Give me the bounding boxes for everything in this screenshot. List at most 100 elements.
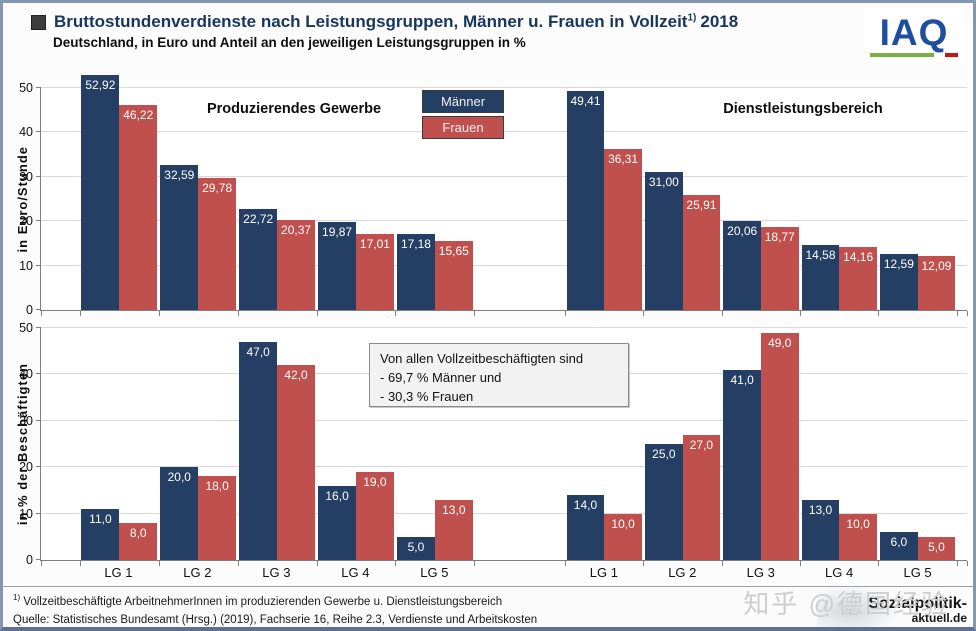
x-tick	[565, 311, 567, 316]
bar-value-label: 29,78	[202, 180, 233, 195]
bar-maenner: 31,00	[645, 172, 683, 310]
bar-value-label: 12,09	[921, 259, 952, 274]
x-tick	[721, 561, 723, 566]
bar-value-label: 49,0	[768, 335, 792, 350]
legend-item-maenner: Männer	[422, 90, 504, 113]
y-tick	[36, 419, 41, 421]
x-tick	[237, 311, 239, 316]
iaq-logo-underline-icon	[870, 53, 958, 57]
y-tick	[36, 309, 41, 310]
x-axis-label: LG 4	[341, 565, 370, 580]
title-footnote-marker: 1)	[687, 12, 697, 24]
page-title: Bruttostundenverdienste nach Leistungsgr…	[54, 12, 738, 32]
bar-frauen: 14,16	[839, 247, 877, 310]
bar-value-label: 12,59	[883, 257, 914, 272]
sozialpolitik-logo: Sozialpolitik- aktuell.de	[817, 587, 967, 627]
y-tick-label: 50	[19, 81, 33, 95]
category-lg-2: 31,00 25,91	[643, 88, 721, 310]
y-tick	[36, 87, 41, 88]
x-tick	[316, 311, 318, 316]
bar-frauen: 49,0	[760, 332, 799, 560]
bar-maenner: 13,0	[801, 499, 840, 560]
category-lg-5: 5,0 13,0	[395, 328, 474, 560]
bar-value-label: 14,58	[805, 248, 836, 263]
y-tick	[36, 466, 41, 468]
bar-maenner: 11,0	[81, 508, 120, 560]
bar-frauen: 8,0	[119, 522, 158, 560]
bar-value-label: 11,0	[89, 511, 112, 526]
bar-value-label: 42,0	[284, 368, 308, 383]
y-axis-title-bottom-wrap: in % der Beschäftigten	[11, 328, 33, 560]
category-lg-3: 22,72 20,37	[238, 88, 317, 310]
bar-maenner: 17,18	[397, 233, 435, 310]
y-tick-label: 50	[19, 321, 33, 335]
x-tick	[79, 561, 81, 566]
y-tick	[36, 220, 41, 222]
x-tick	[565, 561, 567, 566]
gridline	[41, 220, 967, 222]
bar-frauen: 15,65	[434, 240, 473, 310]
bar-frauen: 29,78	[198, 177, 237, 310]
bar-frauen: 18,77	[760, 226, 799, 310]
gridline	[41, 131, 967, 133]
y-tick	[36, 264, 41, 266]
x-axis-label: LG 5	[903, 565, 932, 580]
y-tick-label: 0	[26, 303, 33, 317]
bar-value-label: 20,0	[167, 470, 191, 485]
bar-value-label: 25,0	[652, 447, 676, 461]
bar-frauen: 46,22	[119, 104, 158, 310]
x-label-section: LG 1 LG 2 LG 3 LG 4 LG 5	[79, 565, 474, 580]
iaq-logo: IAQ	[864, 8, 964, 63]
y-tick-label: 30	[19, 169, 33, 184]
bar-value-label: 10,0	[611, 516, 635, 531]
bar-value-label: 6,0	[890, 535, 908, 550]
bar-maenner: 47,0	[239, 341, 278, 560]
bar-frauen: 5,0	[917, 536, 956, 560]
bar-frauen: 25,91	[682, 194, 721, 310]
x-tick	[474, 561, 476, 566]
bar-value-label: 22,72	[243, 212, 274, 227]
gridline	[41, 466, 967, 468]
bar-frauen: 13,0	[434, 499, 473, 560]
x-tick	[800, 561, 802, 566]
x-tick	[474, 311, 476, 316]
y-tick-label: 10	[19, 258, 33, 273]
y-axis-title-bottom: in % der Beschäftigten	[14, 362, 30, 526]
bar-value-label: 13,0	[808, 502, 833, 517]
x-tick	[956, 561, 958, 566]
gridline	[41, 512, 967, 514]
category-lg-4: 16,0 19,0	[317, 328, 396, 560]
bar-maenner: 14,0	[566, 495, 605, 560]
bar-value-label: 46,22	[123, 107, 154, 122]
bar-frauen: 27,0	[682, 434, 721, 560]
bar-value-label: 31,00	[648, 175, 679, 190]
bar-value-label: 18,0	[205, 479, 229, 494]
bar-maenner: 6,0	[880, 532, 918, 560]
x-axis-label: LG 1	[104, 565, 133, 580]
gridline	[41, 175, 967, 177]
x-tick	[158, 311, 160, 316]
footer: 1) Vollzeitbeschäftigte ArbeitnehmerInne…	[3, 586, 973, 627]
bar-value-label: 14,16	[843, 250, 874, 265]
x-tick	[878, 311, 880, 316]
y-tick-label: 40	[19, 125, 33, 140]
y-tick-label: 30	[19, 413, 33, 428]
x-tick	[956, 311, 958, 316]
x-tick	[878, 561, 880, 566]
header: Bruttostundenverdienste nach Leistungsgr…	[31, 12, 738, 32]
bar-value-label: 5,0	[928, 539, 945, 554]
chart-subtitle: Deutschland, in Euro und Anteil an den j…	[53, 35, 526, 50]
y-axis-title-top-wrap: in Euro/Stunde	[11, 88, 33, 310]
annotation-box: Von allen Vollzeitbeschäftigten sind - 6…	[369, 343, 629, 407]
category-lg-1: 11,0 8,0	[80, 328, 159, 560]
section-produzierendes-gewerbe: 11,0 8,0 20,0 18,0 47,0 42,0 16,0 19,0 5,0 13,0	[79, 328, 476, 566]
category-lg-3: 47,0 42,0	[238, 328, 317, 560]
bar-value-label: 17,01	[359, 237, 390, 252]
x-tick	[41, 311, 42, 316]
category-lg-1: 14,0 10,0	[565, 328, 643, 560]
y-axis-title-top: in Euro/Stunde	[14, 145, 30, 253]
annotation-line: Von allen Vollzeitbeschäftigten sind	[380, 351, 584, 366]
section-dienstleistungsbereich: 14,0 10,0 25,0 27,0 41,0 49,0 13,0 10,0 6,0 5,0	[565, 328, 958, 566]
gridline	[41, 264, 967, 266]
title-text: Bruttostundenverdienste nach Leistungsgr…	[54, 12, 688, 31]
